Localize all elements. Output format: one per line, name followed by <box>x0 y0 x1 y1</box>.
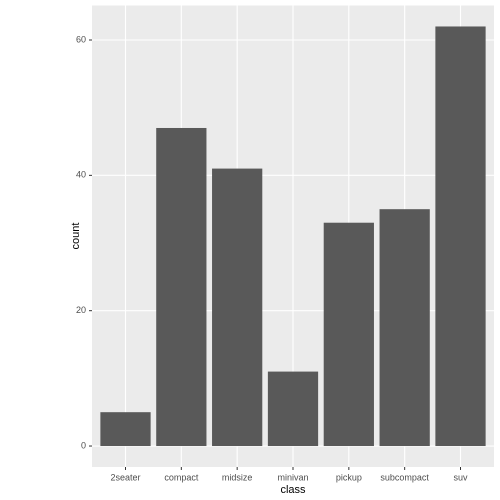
x-tick-label: compact <box>164 472 199 482</box>
x-tick-label: subcompact <box>380 472 429 482</box>
bar <box>212 168 263 447</box>
y-axis-title: count <box>70 223 82 250</box>
bar <box>323 222 374 447</box>
y-tick-label: 0 <box>81 440 86 450</box>
x-tick-label: pickup <box>336 472 362 482</box>
x-tick-label: 2seater <box>110 472 140 482</box>
bar <box>156 127 207 447</box>
y-tick-label: 40 <box>76 170 86 180</box>
y-tick-label: 20 <box>76 305 86 315</box>
bar <box>435 26 486 447</box>
bar <box>267 371 319 447</box>
y-tick-label: 60 <box>76 34 86 44</box>
x-tick-label: midsize <box>222 472 253 482</box>
x-axis-title: class <box>280 484 306 496</box>
bar <box>379 209 430 447</box>
x-tick-label: minivan <box>277 472 308 482</box>
x-tick-label: suv <box>453 472 468 482</box>
bar <box>100 412 151 447</box>
